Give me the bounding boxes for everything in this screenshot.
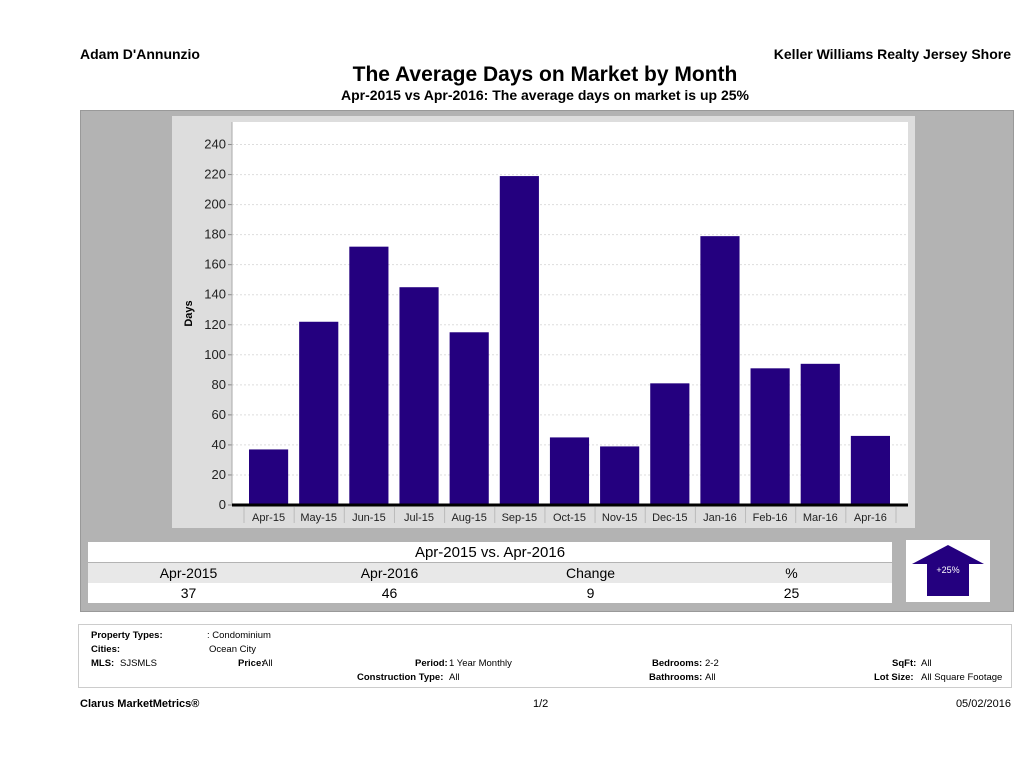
footer-brand: Clarus MarketMetrics® [80,698,200,710]
x-tick-label: Jan-16 [703,512,737,524]
summary-header-row: Apr-2015 Apr-2016 Change % [88,563,892,583]
value: SJSMLS [120,658,157,669]
bar [249,449,289,505]
bar [499,176,539,505]
x-tick-label: Sep-15 [502,512,537,524]
page-number: 1/2 [533,698,549,710]
bar [299,321,339,505]
value-cell: 25 [783,585,800,601]
value: : Condominium [207,630,271,641]
x-tick-label: Nov-15 [602,512,637,524]
label: Bedrooms: [652,658,703,669]
bar [700,236,740,505]
value: All [921,658,932,669]
y-tick-label: 220 [204,167,226,182]
bar [449,332,489,505]
x-tick-label: Mar-16 [803,512,838,524]
x-tick-label: Oct-15 [553,512,586,524]
value: 1 Year Monthly [449,658,512,669]
brokerage-name: Keller Williams Realty Jersey Shore [773,46,1011,62]
y-tick-label: 180 [204,227,226,242]
chart-subtitle: Apr-2015 vs Apr-2016: The average days o… [341,87,749,103]
label: Lot Size: [874,672,914,683]
x-tick-label: Aug-15 [451,512,486,524]
badge-text: +25% [936,565,960,575]
label: SqFt: [892,658,917,669]
value: All Square Footage [921,672,1003,683]
bar [800,363,840,505]
agent-name: Adam D'Annunzio [80,46,200,62]
x-tick-label: Apr-16 [854,512,887,524]
bar [600,446,640,505]
value: All [449,672,460,683]
col-header: Change [565,565,616,581]
bar [750,368,790,505]
x-tick-label: Apr-15 [252,512,285,524]
y-tick-label: 240 [204,137,226,152]
label: Cities: [91,644,121,655]
y-tick-label: 100 [204,347,226,362]
col-header: Apr-2016 [360,565,419,581]
criteria-box: Property Types: : Condominium Cities: Oc… [78,624,1012,688]
bar [399,287,439,505]
up-arrow-icon [912,545,984,596]
report-date: 05/02/2016 [955,698,1011,710]
change-badge: +25% [906,540,990,602]
chart-title: The Average Days on Market by Month [352,63,738,86]
label: Price: [238,658,265,669]
x-tick-label: May-15 [300,512,337,524]
x-tick-label: Jun-15 [352,512,386,524]
summary-value-row: 37 46 9 25 [88,583,892,603]
label: Construction Type: [357,672,444,683]
x-tick-label: Jul-15 [404,512,434,524]
y-tick-label: 40 [212,437,226,452]
chart-area: 0 20 40 60 80 100 120 140 160 180 200 220 240 Days Apr… [172,116,915,528]
label: MLS: [91,658,115,669]
value-cell: 37 [180,585,197,601]
label: Property Types: [91,630,163,641]
x-tick-label: Feb-16 [753,512,788,524]
bar [850,435,890,505]
value-cell: 9 [586,585,595,601]
y-tick-label: 0 [219,497,226,512]
y-tick-label: 200 [204,197,226,212]
value: All [262,658,273,669]
col-header: % [785,565,798,581]
y-tick-label: 160 [204,257,226,272]
bar [650,383,690,505]
bar [549,437,590,505]
y-tick-label: 80 [212,377,226,392]
x-tick-label: Dec-15 [652,512,687,524]
value: All [705,672,716,683]
label: Period: [415,658,448,669]
col-header: Apr-2015 [159,565,218,581]
y-axis-label: Days [183,300,195,326]
y-tick-label: 20 [212,467,226,482]
y-tick-label: 140 [204,287,226,302]
label: Bathrooms: [649,672,703,683]
y-tick-label: 60 [212,407,226,422]
y-tick-label: 120 [204,317,226,332]
value-cell: 46 [381,585,398,601]
bar [349,246,389,505]
value: 2-2 [705,658,719,669]
value: Ocean City [209,644,256,655]
summary-heading: Apr-2015 vs. Apr-2016 [88,542,892,562]
bar-chart: 0 20 40 60 80 100 120 140 160 180 200 220 240 Days Apr… [183,122,908,524]
